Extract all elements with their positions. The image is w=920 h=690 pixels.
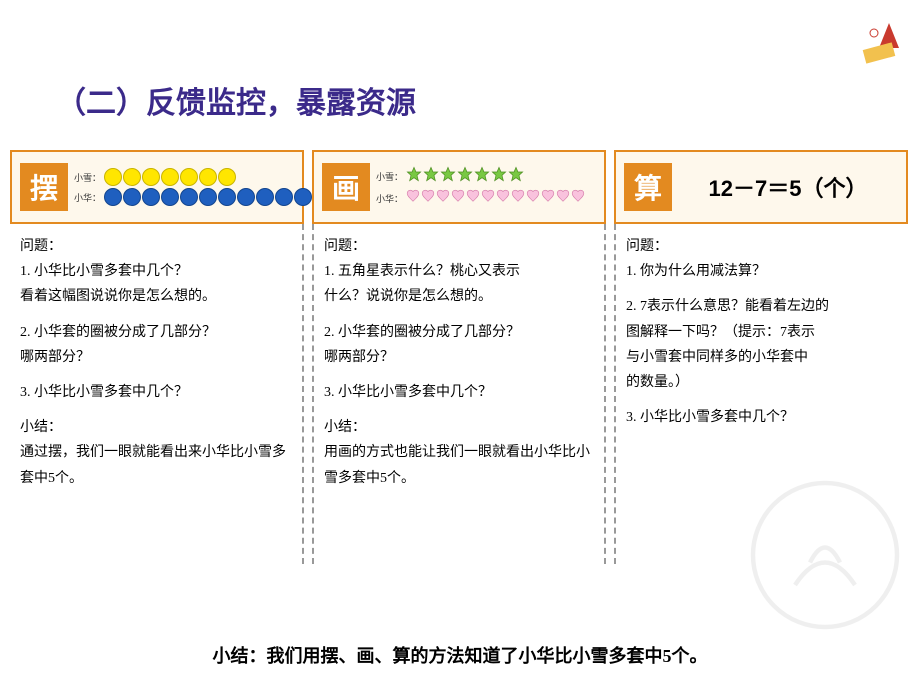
slide-decoration-icon	[854, 18, 904, 68]
star-icon	[474, 166, 490, 187]
heart-icon	[406, 189, 420, 208]
shape-row: 小华：	[376, 189, 585, 208]
summary-text: 用画的方式也能让我们一眼就看出小华比小雪多套中5个。	[324, 440, 594, 490]
dot-icon	[123, 168, 141, 186]
dot-icon	[161, 168, 179, 186]
dot-icon	[275, 188, 293, 206]
dot-icon	[142, 188, 160, 206]
dot-icon	[294, 188, 312, 206]
summary-text: 通过摆，我们一眼就能看出来小华比小雪多套中5个。	[20, 440, 292, 490]
heart-icon	[421, 189, 435, 208]
column-tag: 摆	[20, 163, 68, 211]
questions-heading: 问题：	[626, 234, 898, 259]
questions-list: 1. 你为什么用减法算？ 2. 7表示什么意思？能看着左边的 图解释一下吗？（提示…	[626, 259, 898, 430]
page-title: （二）反馈监控，暴露资源	[56, 78, 416, 122]
heart-icon	[526, 189, 540, 208]
star-icon	[423, 166, 439, 187]
row-label: 小雪：	[376, 170, 403, 183]
star-icon	[491, 166, 507, 187]
column-body: 问题：1. 五角星表示什么？桃心又表示 什么？说说你是怎么想的。 2. 小华套的圈…	[312, 224, 606, 564]
column-tag: 画	[322, 163, 370, 211]
shape-row: 小雪：	[376, 166, 585, 187]
heart-icon	[571, 189, 585, 208]
question-item: 3. 小华比小雪多套中几个？	[324, 380, 594, 405]
dot-icon	[104, 188, 122, 206]
dot-icon	[104, 168, 122, 186]
heart-icon	[496, 189, 510, 208]
row-label: 小雪：	[74, 171, 101, 184]
column-body: 问题：1. 小华比小雪多套中几个？ 看着这幅图说说你是怎么想的。 2. 小华套的圈…	[10, 224, 304, 564]
shape-row: 小华：	[74, 188, 331, 206]
column-header: 摆小雪： 小华：	[10, 150, 304, 224]
heart-icon	[481, 189, 495, 208]
question-item: 2. 7表示什么意思？能看着左边的 图解释一下吗？（提示：7表示 与小雪套中同样…	[626, 294, 898, 395]
heart-icon	[466, 189, 480, 208]
heart-icon	[511, 189, 525, 208]
dot-icon	[218, 188, 236, 206]
heart-icon	[556, 189, 570, 208]
question-item: 3. 小华比小雪多套中几个？	[20, 380, 292, 405]
heart-icon	[451, 189, 465, 208]
question-item: 2. 小华套的圈被分成了几部分？ 哪两部分？	[324, 320, 594, 370]
summary-label: 小结：	[20, 415, 292, 440]
dot-icon	[237, 188, 255, 206]
questions-list: 1. 小华比小雪多套中几个？ 看着这幅图说说你是怎么想的。 2. 小华套的圈被分成…	[20, 259, 292, 405]
column-header: 算12－7＝5（个）	[614, 150, 908, 224]
heart-icon	[541, 189, 555, 208]
star-icon	[508, 166, 524, 187]
questions-list: 1. 五角星表示什么？桃心又表示 什么？说说你是怎么想的。 2. 小华套的圈被分成…	[324, 259, 594, 405]
column-0: 摆小雪： 小华： 问题：1. 小华比小雪多套中几个？ 看着这幅图说说你是怎么想的。 2…	[10, 150, 304, 564]
dot-icon	[256, 188, 274, 206]
question-item: 2. 小华套的圈被分成了几部分？ 哪两部分？	[20, 320, 292, 370]
star-icon	[406, 166, 422, 187]
dot-icon	[180, 188, 198, 206]
dot-icon	[180, 168, 198, 186]
dot-icon	[123, 188, 141, 206]
row-label: 小华：	[376, 192, 403, 205]
heart-icon	[436, 189, 450, 208]
question-item: 1. 五角星表示什么？桃心又表示 什么？说说你是怎么想的。	[324, 259, 594, 309]
questions-heading: 问题：	[20, 234, 292, 259]
dot-icon	[161, 188, 179, 206]
star-icon	[440, 166, 456, 187]
shape-row: 小雪：	[74, 168, 331, 186]
question-item: 1. 你为什么用减法算？	[626, 259, 898, 284]
summary-label: 小结：	[324, 415, 594, 440]
shape-rows: 小雪： 小华：	[74, 168, 331, 206]
questions-heading: 问题：	[324, 234, 594, 259]
dot-icon	[199, 168, 217, 186]
star-icon	[457, 166, 473, 187]
dot-icon	[218, 168, 236, 186]
dot-icon	[199, 188, 217, 206]
column-tag: 算	[624, 163, 672, 211]
watermark-icon	[750, 480, 900, 630]
final-summary: 小结：我们用摆、画、算的方法知道了小华比小雪多套中5个。	[0, 642, 920, 668]
row-label: 小华：	[74, 191, 101, 204]
dot-icon	[142, 168, 160, 186]
equation-text: 12－7＝5（个）	[678, 171, 898, 203]
column-1: 画小雪： 小华： 问题：1. 五角星表示什么？桃心又表示 什么？说说你是怎么想的。 2…	[312, 150, 606, 564]
shape-rows: 小雪： 小华：	[376, 166, 585, 208]
column-header: 画小雪： 小华：	[312, 150, 606, 224]
question-item: 1. 小华比小雪多套中几个？ 看着这幅图说说你是怎么想的。	[20, 259, 292, 309]
question-item: 3. 小华比小雪多套中几个？	[626, 405, 898, 430]
